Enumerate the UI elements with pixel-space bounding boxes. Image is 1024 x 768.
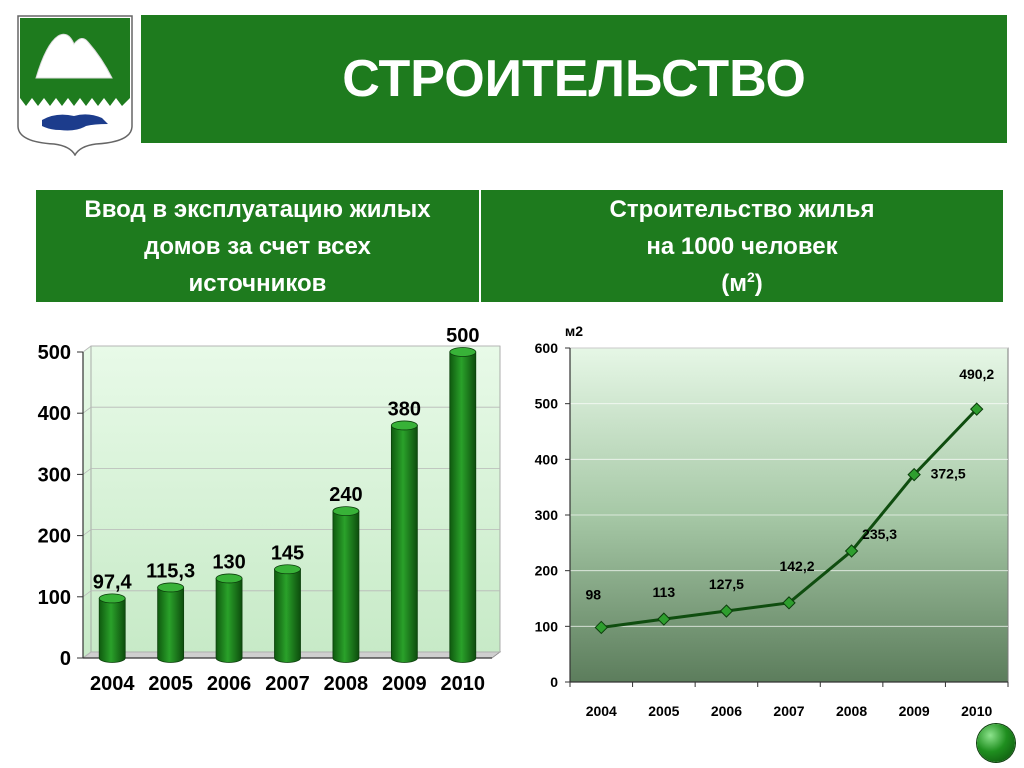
data-label: 127,5 — [709, 576, 744, 592]
line-chart-housing-per-1000: 0 100 200 300 400 500 600 м2 98 2004 113 2005 127,5 2… — [512, 320, 1024, 730]
nav-button-icon[interactable] — [977, 724, 1015, 762]
data-point — [719, 604, 734, 618]
y-tick-label: 0 — [550, 674, 558, 690]
data-point — [844, 544, 859, 558]
bar-top — [98, 593, 126, 604]
x-tick-label: 2010 — [961, 703, 992, 719]
bar-chart-housing-commissioning: 0 100 200 300 400 500 2004 97,4 2005 115,3 2006 130… — [0, 320, 512, 710]
x-tick-label: 2006 — [711, 703, 742, 719]
y-tick-label: 600 — [535, 340, 559, 356]
x-tick-label: 2008 — [324, 673, 369, 695]
gridline-diagonal — [82, 651, 92, 659]
unit-superscript: 2 — [746, 268, 755, 285]
left-section-header: Ввод в эксплуатацию жилых домов за счет … — [36, 190, 479, 302]
left-header-line-1: Ввод в эксплуатацию жилых — [84, 195, 431, 223]
x-tick-label: 2005 — [148, 673, 193, 695]
gridline-diagonal — [82, 468, 92, 475]
x-tick-label: 2009 — [899, 703, 930, 719]
left-header-line-2: домов за счет всех — [144, 232, 371, 260]
y-tick-label: 100 — [535, 618, 559, 634]
data-label: 380 — [388, 398, 421, 420]
gridline-diagonal — [82, 590, 92, 598]
gridline-diagonal — [82, 406, 92, 414]
y-tick-label: 0 — [60, 648, 71, 670]
bar-chart-svg: 0 100 200 300 400 500 2004 97,4 2005 115,3 2006 130… — [38, 325, 502, 695]
x-tick-label: 2009 — [382, 673, 427, 695]
x-tick-label: 2007 — [773, 703, 804, 719]
data-label: 372,5 — [931, 466, 966, 482]
y-tick-label: 100 — [38, 587, 71, 609]
y-tick-label: 200 — [38, 526, 71, 548]
data-label: 113 — [653, 584, 676, 600]
unit-close: ) — [754, 269, 763, 297]
right-header-unit: (м2) — [610, 265, 875, 302]
bar — [274, 568, 301, 663]
bar-top — [157, 582, 185, 593]
bar — [157, 587, 185, 663]
x-tick-label: 2004 — [586, 703, 617, 719]
data-point — [594, 620, 608, 635]
bar-top — [274, 564, 301, 575]
data-label: 98 — [585, 586, 601, 602]
bar-top — [390, 420, 418, 431]
bar — [449, 351, 477, 663]
data-label: 97,4 — [93, 571, 133, 593]
unit-open: (м — [721, 269, 747, 297]
data-label: 142,2 — [779, 558, 814, 574]
y-tick-label: 400 — [38, 403, 71, 425]
x-tick-label: 2010 — [441, 673, 486, 695]
data-label: 130 — [212, 551, 245, 573]
gridline-diagonal — [82, 345, 92, 353]
y-tick-label: 500 — [535, 396, 559, 412]
x-tick-label: 2008 — [836, 703, 867, 719]
x-tick-label: 2005 — [648, 703, 679, 719]
y-tick-label: 200 — [535, 563, 559, 579]
x-tick-label: 2004 — [90, 673, 135, 695]
data-label: 490,2 — [959, 366, 994, 382]
bar-top — [215, 573, 243, 584]
data-label: 500 — [446, 325, 479, 347]
x-tick-label: 2007 — [265, 673, 310, 695]
bar — [332, 510, 360, 663]
right-header-line-2: на 1000 человек — [646, 232, 838, 260]
y-tick-label: 300 — [38, 464, 71, 486]
data-point — [907, 467, 921, 482]
city-emblem — [16, 14, 134, 157]
data-point — [782, 596, 796, 610]
line-chart-svg: 0 100 200 300 400 500 600 м2 98 2004 113 2005 127,5 2… — [535, 323, 1009, 719]
city-emblem-icon — [17, 15, 133, 157]
page-title: СТРОИТЕЛЬСТВО — [342, 50, 806, 108]
bar-top — [449, 347, 477, 357]
y-tick-label: 300 — [535, 507, 559, 523]
bar — [390, 425, 418, 663]
y-axis-unit-label: м2 — [565, 323, 583, 339]
data-label: 235,3 — [862, 526, 897, 542]
bar — [98, 597, 126, 663]
x-tick-label: 2006 — [207, 673, 252, 695]
right-section-header: Строительство жилья на 1000 человек (м2) — [481, 190, 1003, 302]
bar — [215, 578, 243, 663]
data-point — [657, 612, 671, 626]
right-header-line-1: Строительство жилья — [609, 195, 875, 223]
y-tick-label: 500 — [38, 342, 71, 364]
data-label: 145 — [271, 542, 304, 564]
gridline-diagonal — [82, 529, 92, 536]
left-header-line-3: источников — [188, 269, 327, 297]
title-bar: СТРОИТЕЛЬСТВО — [141, 15, 1007, 143]
data-point — [970, 402, 984, 416]
data-label: 240 — [329, 484, 362, 506]
y-tick-label: 400 — [535, 451, 559, 467]
bar-top — [332, 506, 360, 517]
data-label: 115,3 — [146, 560, 195, 582]
